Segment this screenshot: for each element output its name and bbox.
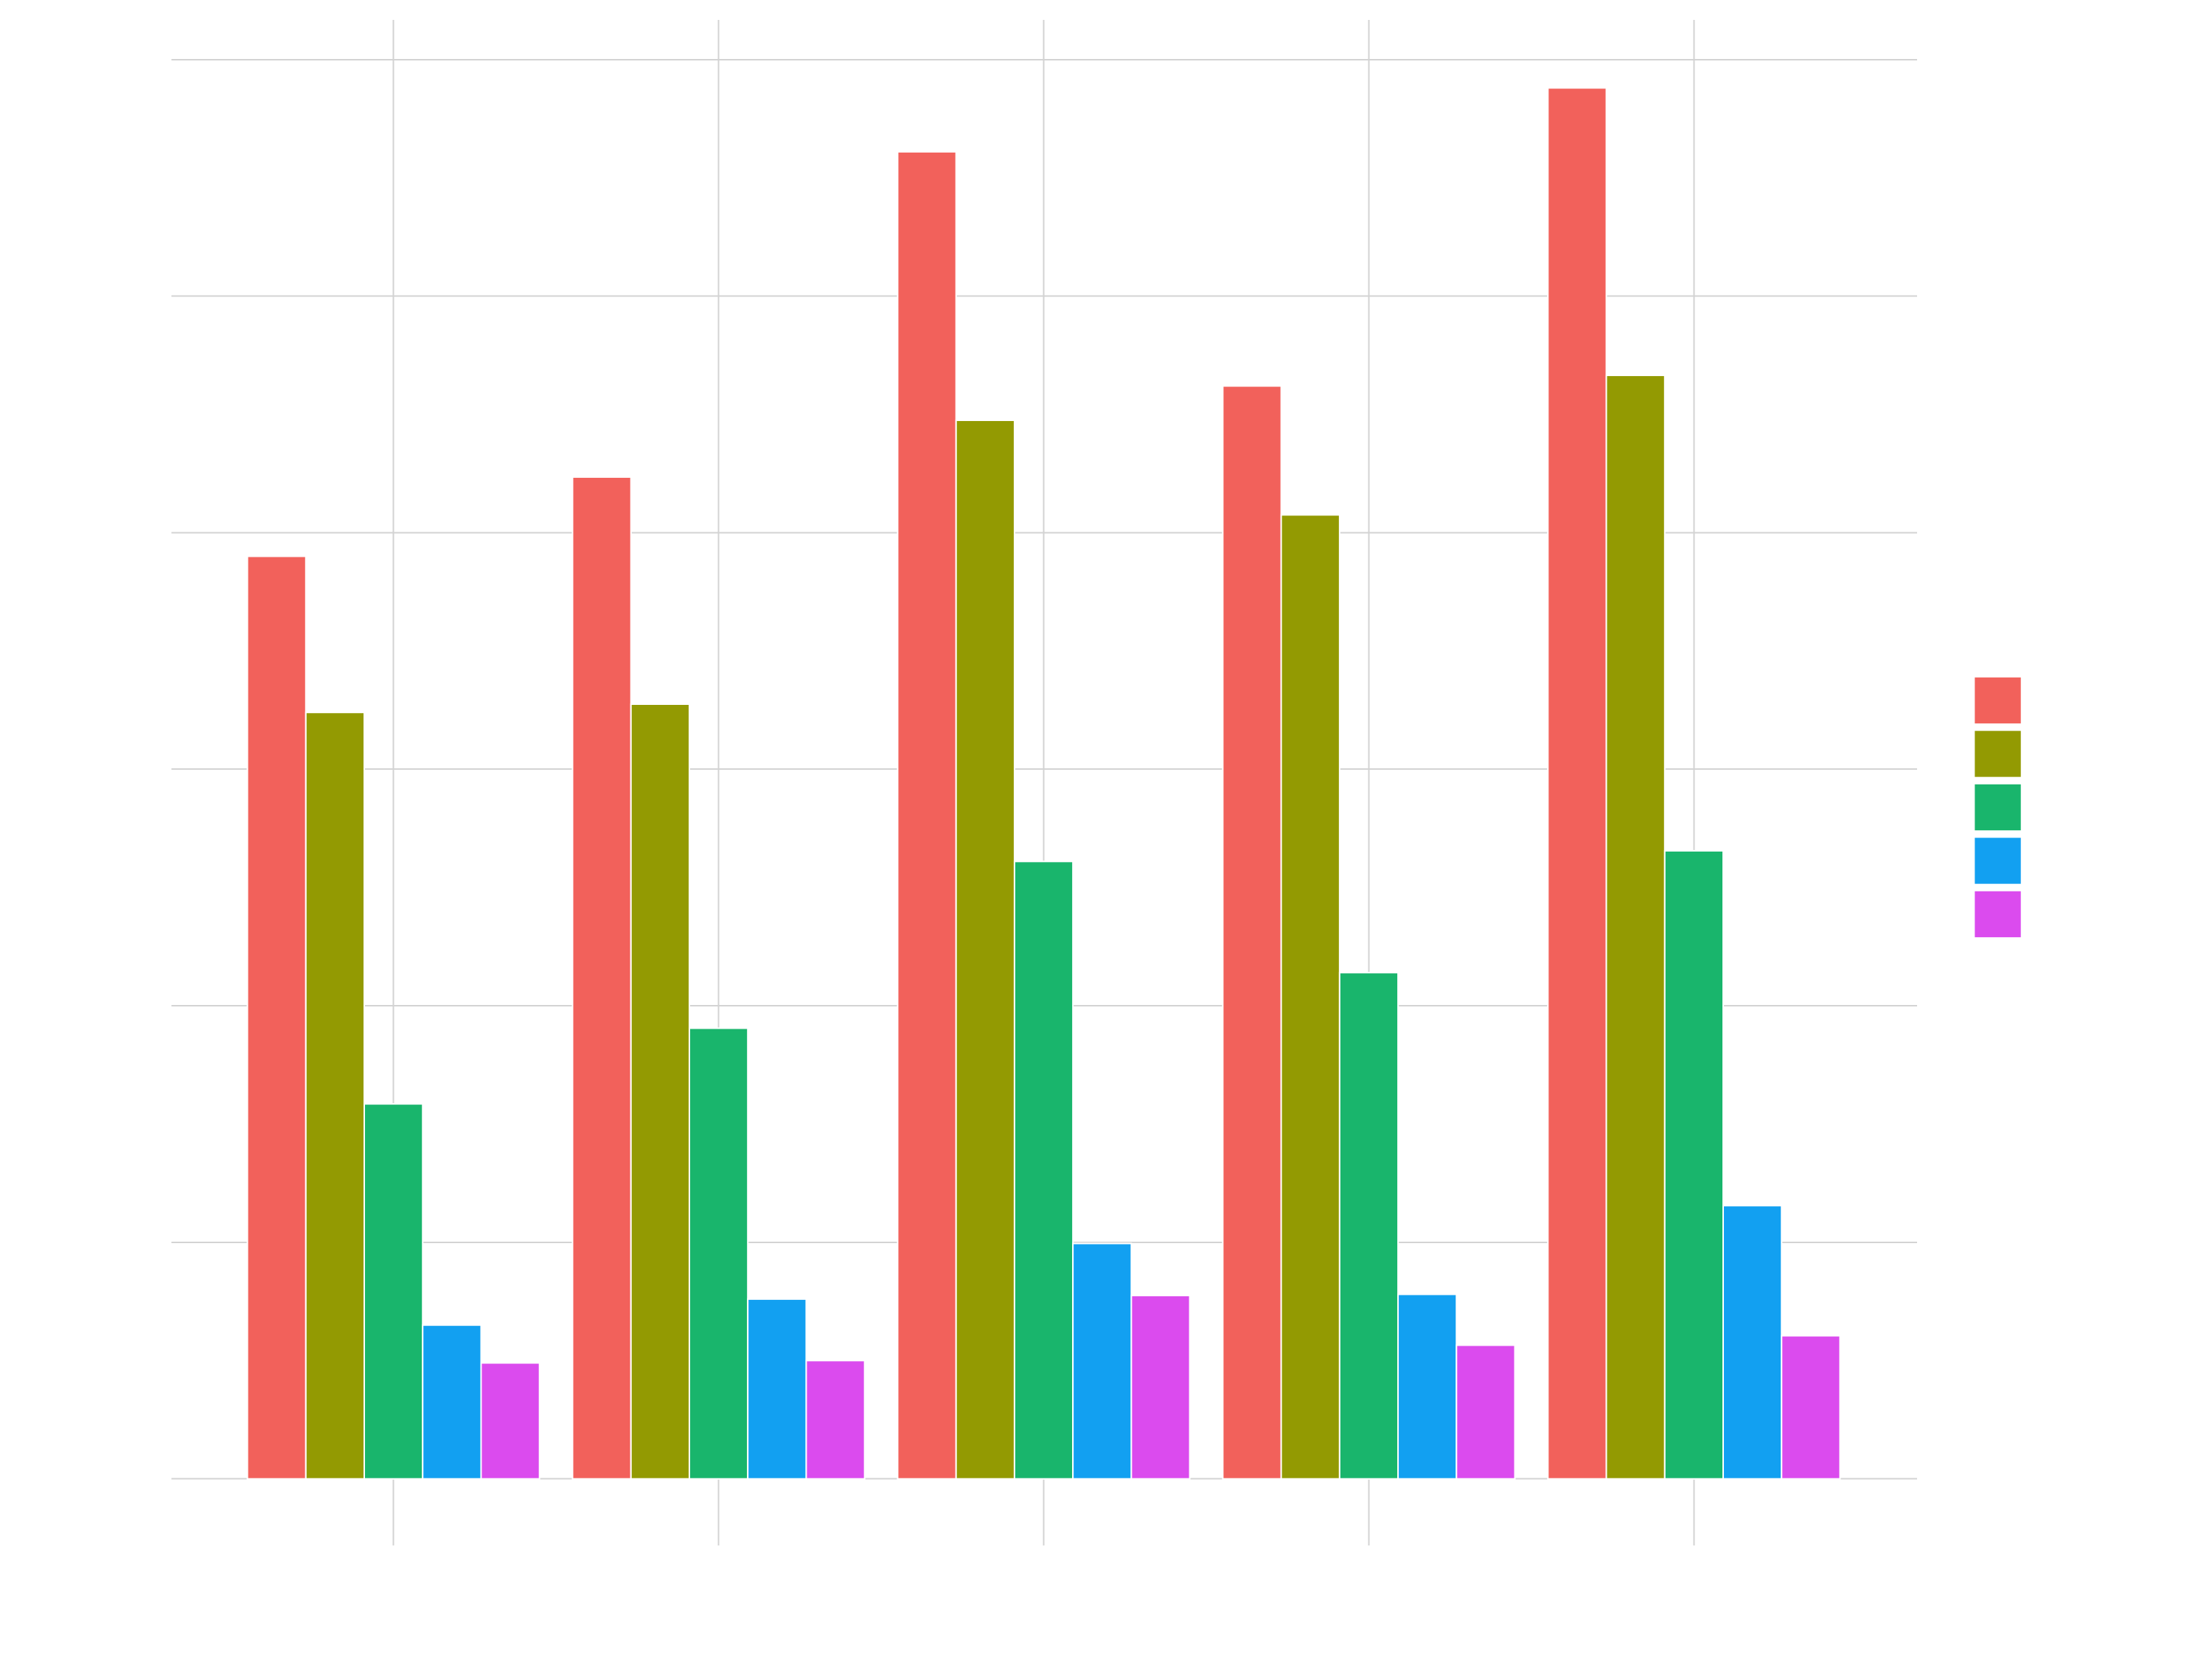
bar-cat4-series2 [1663, 849, 1725, 1480]
legend-key-4 [1972, 888, 2023, 940]
bar-cat0-series3 [422, 1324, 482, 1480]
bar-cat4-series0 [1547, 87, 1607, 1480]
legend-key-2 [1972, 782, 2023, 833]
bar-cat4-series4 [1781, 1335, 1841, 1480]
bar-cat2-series3 [1072, 1242, 1133, 1480]
bar-cat2-series1 [955, 420, 1015, 1480]
bar-cat0-series2 [364, 1103, 424, 1480]
bar-cat1-series3 [747, 1298, 807, 1480]
bar-cat0-series4 [480, 1362, 540, 1480]
bar-cat0-series1 [305, 712, 366, 1480]
bar-cat1-series4 [805, 1360, 866, 1480]
bar-cat2-series4 [1130, 1295, 1191, 1480]
bar-cat4-series1 [1605, 375, 1666, 1480]
bar-cat3-series0 [1222, 385, 1282, 1480]
bar-cat3-series3 [1397, 1293, 1458, 1480]
bar-cat1-series2 [688, 1027, 749, 1480]
bar-cat1-series1 [630, 703, 690, 1480]
legend-key-3 [1972, 835, 2023, 886]
bar-cat1-series0 [571, 476, 632, 1480]
bar-cat4-series3 [1722, 1205, 1783, 1480]
bar-cat2-series0 [897, 150, 957, 1480]
bar-cat3-series4 [1455, 1344, 1516, 1480]
bar-cat0-series0 [246, 555, 307, 1480]
legend-key-1 [1972, 728, 2023, 779]
bar-cat3-series2 [1338, 972, 1399, 1480]
bar-cat2-series2 [1013, 860, 1074, 1480]
legend-key-0 [1972, 675, 2023, 726]
bars [246, 87, 1841, 1480]
legend [1972, 675, 2023, 940]
bar-cat3-series1 [1280, 514, 1340, 1480]
